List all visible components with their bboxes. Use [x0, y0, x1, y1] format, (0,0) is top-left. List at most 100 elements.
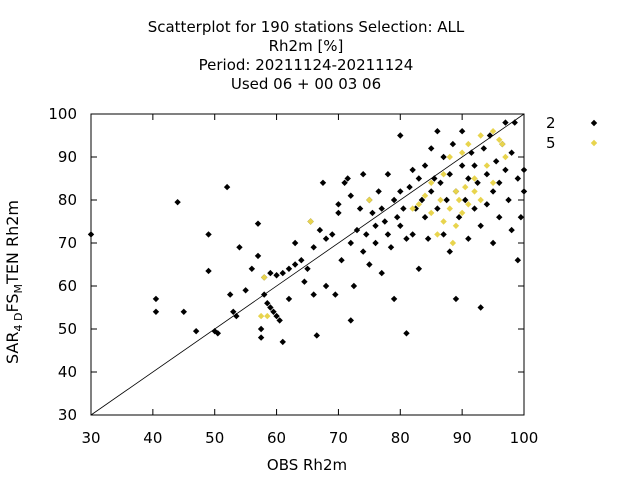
data-point: [440, 171, 447, 178]
data-point: [378, 205, 385, 212]
data-point: [520, 188, 528, 195]
data-point: [480, 145, 487, 152]
y-tick-label: 90: [58, 148, 77, 166]
legend-label-2: 2: [546, 114, 556, 132]
data-point: [403, 235, 410, 242]
data-point: [477, 222, 484, 229]
data-point: [499, 140, 506, 148]
data-point: [483, 171, 491, 178]
data-point: [486, 132, 494, 139]
data-point: [462, 196, 469, 204]
data-point: [471, 205, 478, 212]
data-point: [465, 235, 472, 242]
data-point: [363, 231, 370, 238]
data-point: [375, 188, 382, 195]
data-point: [267, 269, 274, 277]
data-point: [387, 244, 395, 251]
data-point: [264, 300, 271, 307]
data-point: [483, 162, 491, 169]
y-tick-label: 80: [58, 191, 77, 209]
data-point: [310, 291, 317, 298]
x-tick-label: 90: [453, 429, 472, 447]
data-point: [446, 248, 453, 255]
data-point: [356, 205, 364, 212]
y-label-part-3: TEN Rh2m: [2, 199, 22, 284]
data-point: [505, 196, 512, 204]
legend-label-5: 5: [546, 134, 556, 152]
data-point: [316, 226, 324, 234]
data-point: [242, 287, 249, 294]
data-point: [434, 128, 441, 135]
data-point: [489, 188, 497, 195]
data-point: [418, 196, 426, 204]
data-point: [291, 239, 299, 247]
data-point: [390, 295, 398, 303]
title-line-1: Scatterplot for 190 stations Selection: …: [147, 18, 465, 36]
data-point: [477, 304, 484, 311]
title-line-3: Period: 20211124-20211124: [198, 56, 414, 74]
data-point: [301, 278, 308, 285]
data-point: [496, 214, 503, 221]
data-point: [307, 218, 314, 225]
y-tick-label: 50: [58, 320, 77, 338]
data-point: [344, 175, 351, 182]
data-point: [449, 239, 457, 247]
data-point: [347, 317, 354, 324]
data-point: [428, 179, 435, 186]
data-point: [514, 175, 522, 182]
data-point: [267, 304, 274, 311]
data-point: [440, 153, 447, 161]
data-point: [214, 330, 222, 337]
data-point: [369, 209, 376, 217]
data-point: [384, 231, 392, 238]
legend-marker-5: [590, 139, 598, 147]
data-point: [87, 231, 95, 238]
data-point: [378, 269, 385, 277]
data-point: [428, 145, 435, 152]
title-line-4: Used 06 + 00 03 06: [230, 75, 382, 93]
x-tick-label: 30: [81, 429, 100, 447]
data-point: [322, 235, 330, 242]
data-point: [458, 209, 466, 217]
data-point: [261, 291, 268, 298]
data-point: [455, 196, 463, 204]
data-point: [291, 261, 299, 268]
data-point: [353, 226, 361, 234]
data-point: [471, 188, 478, 195]
data-point: [400, 205, 407, 212]
data-point: [403, 330, 410, 337]
y-tick-label: 100: [48, 105, 77, 123]
data-point: [304, 265, 311, 272]
data-point: [261, 274, 268, 281]
data-point: [502, 153, 509, 161]
data-point: [428, 209, 435, 217]
data-point: [455, 214, 463, 221]
data-point: [446, 153, 453, 161]
y-label-part-1: SAR: [2, 331, 22, 365]
data-point: [359, 248, 367, 255]
data-point: [384, 171, 392, 178]
data-point: [437, 196, 444, 204]
data-point: [496, 136, 503, 143]
data-point: [285, 295, 293, 303]
data-point: [434, 205, 441, 212]
data-point: [332, 291, 339, 298]
data-point: [415, 175, 423, 182]
data-point: [514, 257, 522, 264]
data-point: [458, 128, 466, 135]
data-point: [520, 166, 528, 174]
data-point: [440, 231, 447, 238]
data-point: [458, 162, 466, 169]
data-point: [409, 231, 416, 238]
data-point: [428, 188, 435, 195]
data-point: [366, 261, 373, 268]
data-point: [381, 218, 389, 225]
series-2: [87, 119, 528, 346]
y-tick-label: 40: [58, 363, 77, 381]
data-point: [257, 334, 265, 341]
data-point: [446, 205, 453, 212]
data-point: [257, 325, 265, 333]
data-point: [421, 214, 429, 221]
data-point: [341, 179, 348, 186]
data-point: [458, 149, 466, 156]
